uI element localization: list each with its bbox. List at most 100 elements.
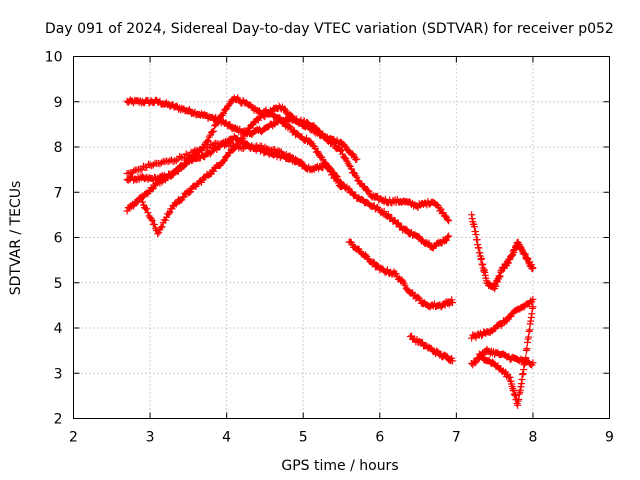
data-point (369, 258, 377, 266)
y-tick-label: 4 (54, 321, 63, 337)
data-point (310, 122, 318, 130)
y-tick-label: 6 (54, 231, 63, 247)
data-point (338, 182, 345, 190)
data-point (263, 145, 271, 153)
data-point (168, 205, 176, 213)
data-point (225, 101, 233, 109)
data-point (246, 144, 254, 152)
data-point (415, 294, 423, 302)
axis-ticks (73, 56, 610, 419)
data-point (154, 230, 162, 238)
data-point (180, 193, 188, 201)
data-point (313, 148, 321, 156)
data-point (161, 216, 169, 224)
data-point (348, 150, 356, 158)
data-point (503, 317, 511, 325)
data-point (192, 146, 200, 154)
data-point (185, 152, 193, 160)
data-point (210, 127, 218, 135)
data-point (240, 144, 248, 152)
data-point (271, 145, 279, 153)
data-point (338, 146, 345, 154)
data-point (223, 152, 231, 160)
data-point (380, 207, 388, 215)
data-point (352, 172, 360, 180)
data-point (529, 303, 537, 311)
data-point (140, 162, 148, 170)
series-track-i (468, 345, 537, 369)
series-track-j (468, 295, 537, 342)
tick-labels: 2 3 4 5 6 7 8 9 2 3 4 5 6 7 8 9 10 (45, 50, 614, 446)
series-track-g (406, 332, 457, 365)
data-point (449, 299, 457, 307)
data-point (522, 354, 530, 362)
y-tick-label: 9 (54, 95, 63, 111)
data-point (144, 160, 152, 168)
data-point (529, 295, 537, 303)
data-point (425, 239, 433, 247)
data-point (138, 198, 146, 206)
data-point (276, 147, 284, 155)
data-point (321, 159, 329, 167)
series-track-e (123, 138, 307, 178)
data-point (445, 217, 453, 225)
data-point (267, 109, 275, 117)
y-tick-label: 8 (54, 140, 63, 156)
data-markers (123, 94, 537, 409)
data-point (402, 225, 410, 233)
series-track-h (468, 211, 537, 293)
data-point (392, 270, 400, 278)
data-point (215, 117, 223, 125)
data-point (320, 158, 328, 166)
data-point (478, 332, 486, 340)
data-point (149, 161, 157, 169)
x-tick-label: 6 (375, 430, 384, 446)
data-point (155, 228, 163, 236)
data-point (281, 105, 289, 113)
data-point (287, 112, 295, 120)
series-track-c (123, 132, 453, 252)
data-point (529, 264, 537, 272)
data-point (197, 178, 205, 186)
data-point (144, 209, 152, 217)
data-point (212, 139, 220, 147)
data-point (316, 127, 324, 135)
x-tick-label: 7 (452, 430, 461, 446)
data-point (136, 165, 144, 173)
x-tick-label: 5 (299, 430, 308, 446)
data-point (210, 167, 218, 175)
data-point (187, 188, 195, 196)
x-tick-label: 4 (222, 430, 231, 446)
data-point (385, 210, 393, 218)
y-tick-label: 3 (54, 366, 63, 382)
data-point (176, 153, 184, 161)
data-point (347, 165, 355, 173)
data-point (175, 167, 183, 175)
data-point (471, 359, 479, 367)
data-point (353, 173, 361, 181)
data-point (242, 129, 250, 137)
data-point (219, 157, 227, 165)
y-tick-label: 7 (54, 185, 63, 201)
data-point (167, 156, 175, 164)
data-point (238, 136, 246, 144)
data-point (158, 223, 166, 231)
data-point (345, 161, 353, 169)
data-point (529, 359, 537, 367)
data-point (172, 157, 180, 165)
data-point (523, 345, 531, 353)
data-point (329, 138, 337, 146)
x-tick-label: 2 (69, 430, 78, 446)
x-tick-label: 9 (605, 430, 614, 446)
data-point (526, 326, 534, 334)
data-point (341, 142, 349, 150)
data-point (364, 186, 372, 194)
y-axis-label: SDTVAR / TECUs (8, 181, 24, 296)
data-point (362, 251, 370, 259)
data-point (204, 137, 212, 145)
y-tick-label: 5 (54, 276, 63, 292)
data-point (449, 357, 457, 365)
data-point (165, 210, 173, 218)
y-tick-label: 10 (45, 50, 63, 66)
x-tick-label: 3 (146, 430, 155, 446)
